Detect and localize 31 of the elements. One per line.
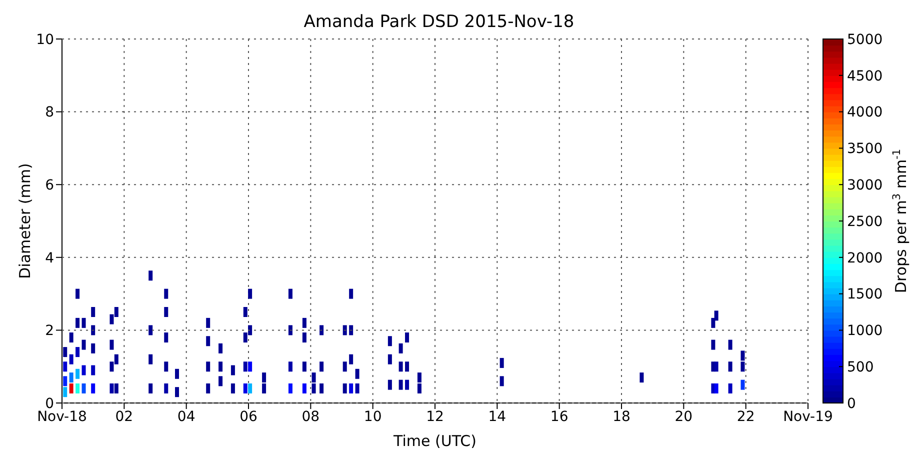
x-tick-label: 16 (550, 408, 568, 425)
x-tick-label: 14 (488, 408, 506, 425)
y-tick-label: 4 (45, 250, 54, 266)
x-tick-label: 06 (240, 408, 258, 425)
color-bar-label: 2500 (847, 214, 883, 230)
color-bar-label: 4500 (847, 68, 883, 84)
y-tick-label: 2 (45, 323, 54, 340)
x-tick-label: 02 (115, 408, 134, 425)
x-tick-label: 10 (364, 408, 382, 425)
x-tick-label: 18 (612, 408, 630, 425)
color-bar-label: 4000 (847, 104, 883, 121)
color-bar-label: 3000 (847, 178, 883, 194)
color-bar-label: 500 (847, 360, 874, 376)
x-tick-label: 22 (736, 408, 755, 425)
x-axis-title: Time (UTC) (392, 432, 476, 450)
y-tick-label: 10 (36, 32, 54, 48)
y-tick-label: 6 (45, 178, 54, 194)
color-bar-label: 5000 (847, 32, 883, 48)
x-tick-label: 04 (177, 408, 196, 425)
x-tick-label: 08 (302, 408, 320, 425)
chart-title: Amanda Park DSD 2015-Nov-18 (302, 12, 576, 32)
color-bar-label: 2000 (847, 250, 883, 266)
y-tick-label: 8 (45, 104, 54, 121)
color-bar-label: 3500 (847, 141, 883, 158)
color-bar-label: 1500 (847, 286, 883, 303)
x-tick-label: Nov-19 (783, 408, 833, 425)
color-bar-label: 1000 (847, 323, 883, 340)
x-tick-label: 12 (426, 408, 444, 425)
y-axis-title: Diameter (mm) (16, 163, 34, 279)
color-bar-label: 0 (847, 396, 856, 412)
x-tick-label: 20 (674, 408, 693, 425)
